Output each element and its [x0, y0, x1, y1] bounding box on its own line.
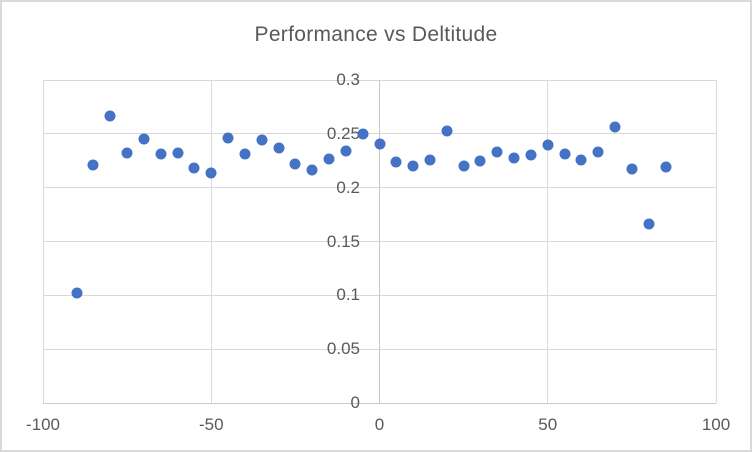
data-point[interactable] [256, 134, 268, 146]
y-tick-label: 0.25 [326, 123, 360, 143]
data-point[interactable] [87, 159, 99, 171]
data-point[interactable] [609, 121, 621, 133]
data-point[interactable] [458, 160, 470, 172]
data-point[interactable] [424, 154, 436, 166]
data-point[interactable] [306, 164, 318, 176]
vertical-gridline [42, 80, 44, 403]
y-tick-label: 0.05 [326, 339, 360, 359]
data-point[interactable] [525, 149, 537, 161]
x-tick-label: 0 [374, 415, 385, 434]
data-point[interactable] [474, 155, 486, 167]
data-point[interactable] [390, 156, 402, 168]
data-point[interactable] [592, 146, 604, 158]
data-point[interactable] [660, 161, 672, 173]
y-axis-line [379, 80, 380, 403]
data-point[interactable] [374, 138, 385, 150]
y-tick-label: 0.3 [336, 70, 360, 89]
data-point[interactable] [323, 153, 335, 165]
data-point[interactable] [172, 147, 184, 159]
vertical-gridline [547, 80, 549, 403]
data-point[interactable] [491, 146, 503, 158]
data-point[interactable] [138, 133, 150, 145]
data-point[interactable] [222, 132, 234, 144]
x-tick-label: 50 [538, 415, 558, 434]
data-point[interactable] [104, 110, 116, 122]
vertical-gridline [715, 80, 717, 403]
y-tick-label: 0.2 [336, 177, 360, 197]
data-point[interactable] [273, 142, 285, 154]
x-tick-label: -100 [25, 415, 61, 434]
data-point[interactable] [559, 148, 571, 160]
x-tick-label: -50 [198, 415, 224, 434]
data-point[interactable] [71, 287, 83, 299]
data-point[interactable] [357, 128, 369, 140]
y-tick-label: 0 [350, 393, 360, 412]
data-point[interactable] [542, 139, 554, 151]
data-point[interactable] [575, 154, 587, 166]
vertical-gridline [210, 80, 212, 403]
data-point[interactable] [626, 163, 638, 175]
data-point[interactable] [289, 158, 301, 170]
y-tick-label: 0.1 [336, 285, 360, 305]
plot-area [42, 79, 717, 404]
x-tick-label: 100 [701, 415, 731, 434]
chart-title[interactable]: Performance vs Deltitude [254, 23, 498, 46]
data-point[interactable] [205, 167, 217, 179]
data-point[interactable] [155, 148, 167, 160]
data-point[interactable] [121, 147, 133, 159]
data-point[interactable] [188, 162, 200, 174]
data-point[interactable] [508, 152, 520, 164]
data-point[interactable] [441, 125, 453, 137]
data-point[interactable] [407, 160, 419, 172]
data-point[interactable] [239, 148, 251, 160]
y-tick-label: 0.15 [326, 231, 360, 251]
data-point[interactable] [643, 218, 655, 230]
x-axis-line [43, 402, 716, 404]
data-point[interactable] [340, 145, 352, 157]
